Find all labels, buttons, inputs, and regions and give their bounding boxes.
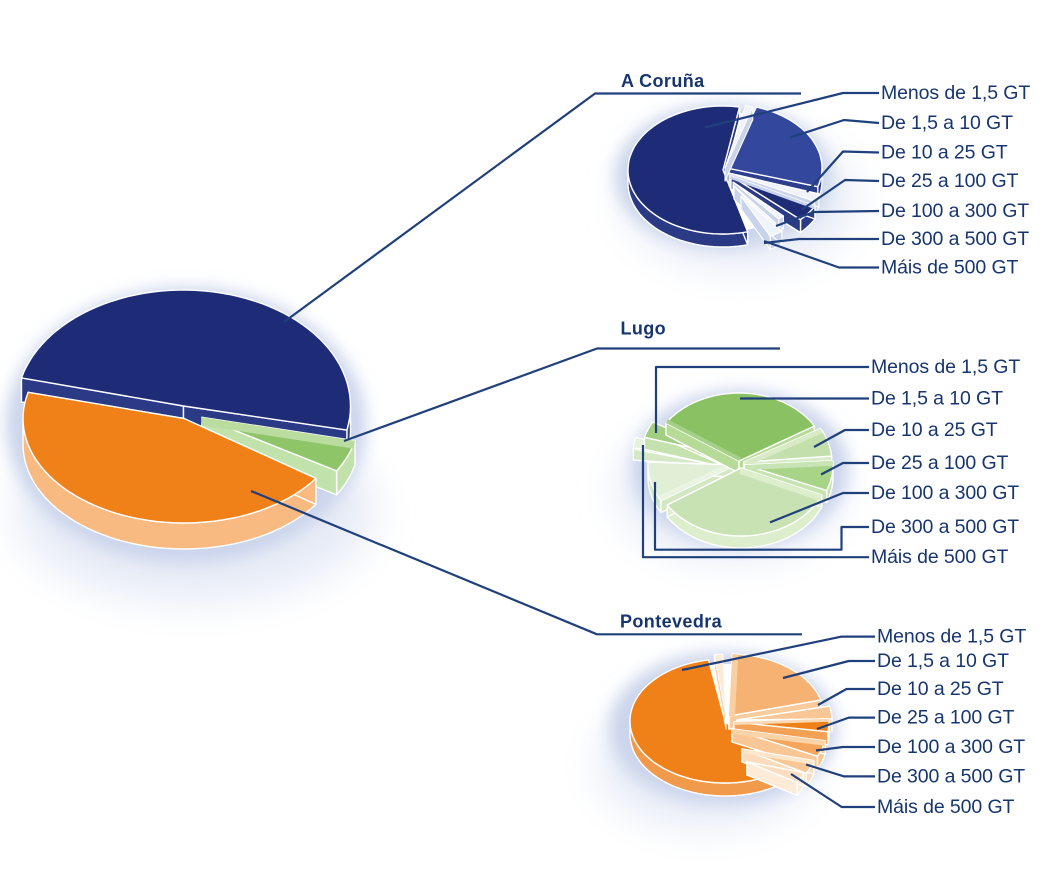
svg-text:De 300 a 500 GT: De 300 a 500 GT	[871, 516, 1019, 538]
svg-text:De 10 a 25 GT: De 10 a 25 GT	[871, 419, 998, 441]
svg-text:Pontevedra: Pontevedra	[620, 612, 723, 632]
svg-text:A Coruña: A Coruña	[621, 71, 705, 91]
svg-text:Máis de 500 GT: Máis de 500 GT	[871, 546, 1009, 568]
svg-text:Máis de 500 GT: Máis de 500 GT	[881, 257, 1019, 279]
svg-text:De 25 a 100 GT: De 25 a 100 GT	[881, 170, 1019, 192]
svg-text:De 100 a 300 GT: De 100 a 300 GT	[871, 482, 1019, 504]
svg-text:De 100 a 300 GT: De 100 a 300 GT	[881, 200, 1029, 222]
svg-text:Menos de 1,5 GT: Menos de 1,5 GT	[877, 626, 1026, 648]
svg-text:De 1,5 a 10 GT: De 1,5 a 10 GT	[881, 112, 1013, 134]
svg-text:De 100 a 300 GT: De 100 a 300 GT	[877, 736, 1025, 758]
svg-text:Menos de 1,5 GT: Menos de 1,5 GT	[871, 356, 1020, 378]
svg-text:De 10 a 25 GT: De 10 a 25 GT	[881, 142, 1008, 164]
svg-text:De 1,5 a 10 GT: De 1,5 a 10 GT	[871, 388, 1003, 410]
svg-text:De 300 a 500 GT: De 300 a 500 GT	[881, 228, 1029, 250]
svg-text:De 25 a 100 GT: De 25 a 100 GT	[871, 452, 1009, 474]
svg-text:De 300 a 500 GT: De 300 a 500 GT	[877, 765, 1025, 787]
svg-text:De 25 a 100 GT: De 25 a 100 GT	[877, 707, 1015, 729]
svg-text:De 10 a 25 GT: De 10 a 25 GT	[877, 678, 1004, 700]
svg-text:Lugo: Lugo	[621, 319, 667, 339]
svg-text:De 1,5 a 10 GT: De 1,5 a 10 GT	[877, 650, 1009, 672]
svg-text:Menos de 1,5 GT: Menos de 1,5 GT	[881, 82, 1030, 104]
svg-text:Máis de 500 GT: Máis de 500 GT	[877, 796, 1015, 818]
